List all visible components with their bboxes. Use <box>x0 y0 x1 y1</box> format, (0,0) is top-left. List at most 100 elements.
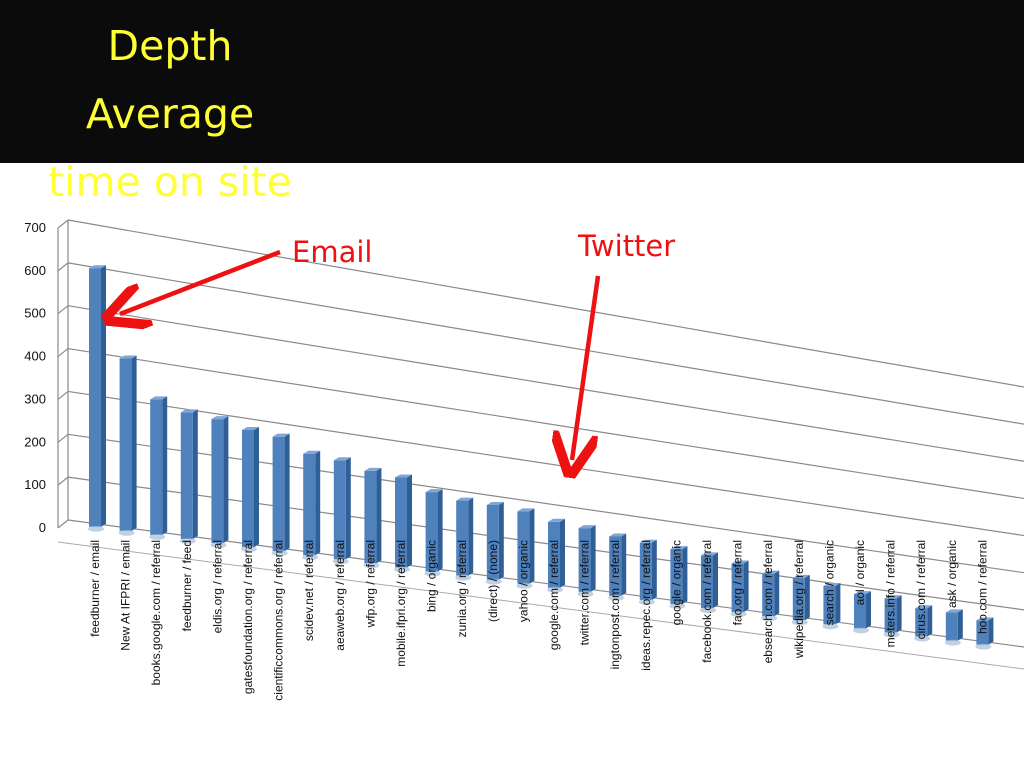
x-tick-label: scidev.net / referral <box>302 540 316 641</box>
gridline-side <box>57 519 69 529</box>
bar <box>854 594 866 629</box>
y-tick-label: 700 <box>24 220 46 235</box>
bar-side <box>896 595 902 633</box>
bar-side <box>957 609 963 641</box>
bar-base <box>883 631 900 638</box>
gridline-side <box>57 348 69 358</box>
bar <box>395 477 407 568</box>
bar-side <box>804 574 810 621</box>
bar-side <box>101 265 106 527</box>
x-tick-label: bing / organic <box>425 540 439 612</box>
gridline-side <box>57 433 69 443</box>
x-tick-label: aol / organic <box>853 540 867 605</box>
bar-side <box>927 605 933 637</box>
slide-title: Depth Average time on site <box>0 12 340 216</box>
bar-side <box>192 409 198 539</box>
bar-top <box>945 609 963 613</box>
gridline <box>67 390 1024 537</box>
bar-base <box>547 586 563 593</box>
bar-base <box>791 619 808 626</box>
gridline <box>67 262 1024 425</box>
bar-side <box>713 552 718 609</box>
bar-side <box>651 539 657 600</box>
x-tick-label: New At IFPRI / email <box>119 540 133 651</box>
twitter-arrow <box>572 275 601 460</box>
bar-base <box>638 598 655 605</box>
title-line-time-on-site: time on site <box>48 158 292 206</box>
x-tick-label: yahoo / organic <box>516 540 530 622</box>
email-arrow <box>120 249 281 314</box>
bar-base <box>424 570 441 577</box>
x-tick-label: cientificcommons.org / referral <box>272 540 286 701</box>
y-tick-label: 500 <box>24 306 46 321</box>
bar-base <box>241 546 257 553</box>
x-tick-label: ingtonpost.com / referral <box>608 540 622 669</box>
category-labels: feedburner / email New At IFPRI / email bo… <box>88 540 989 701</box>
bar-top <box>670 546 688 550</box>
bar-base <box>516 582 533 589</box>
bar-side <box>376 467 382 564</box>
bar-side <box>162 396 168 535</box>
bar-base <box>669 603 686 610</box>
annotations: Email Twitter <box>120 229 675 460</box>
bar <box>242 430 254 548</box>
bar-top <box>854 591 871 595</box>
x-tick-label: wfp.org / referral <box>363 540 377 628</box>
bar <box>364 470 377 564</box>
bar-base <box>761 615 778 622</box>
bar-base <box>853 627 869 634</box>
bar <box>945 612 958 641</box>
bar-top <box>915 605 933 609</box>
bar <box>548 521 560 588</box>
title-line-depth: Depth <box>107 22 233 70</box>
bar-side <box>560 518 565 588</box>
bar-side <box>345 457 351 560</box>
bar-top <box>762 570 780 574</box>
bar <box>180 412 193 539</box>
bar-base <box>914 635 931 642</box>
bar-side <box>468 497 474 576</box>
bar-side <box>866 591 871 629</box>
x-tick-label: ebsearch.com / referral <box>761 540 775 663</box>
bar-side <box>254 427 259 548</box>
bar-side <box>682 546 688 605</box>
bar <box>884 598 897 633</box>
x-tick-label: search / organic <box>822 540 836 625</box>
bar-top <box>303 450 321 454</box>
x-tick-label: twitter.com / referral <box>578 540 592 645</box>
bar <box>303 453 316 556</box>
x-tick-label: cirus.com / referral <box>914 540 928 639</box>
bar <box>272 436 285 552</box>
bar <box>639 542 652 600</box>
chart-gridlines <box>57 219 1024 670</box>
bar-base <box>608 594 625 601</box>
bar-top <box>976 617 994 621</box>
bar-top <box>150 396 168 400</box>
x-tick-label: mobile.ifpri.org / referral <box>394 540 408 667</box>
bar <box>915 608 928 637</box>
bar-top <box>884 595 902 599</box>
bar <box>517 511 530 584</box>
bar-base <box>210 542 227 549</box>
x-tick-label: google.com / referral <box>547 540 561 650</box>
bar-side <box>315 450 321 556</box>
x-tick-label: (direct) / (none) <box>486 540 500 622</box>
bar-base <box>730 611 747 618</box>
bar-base <box>88 525 104 532</box>
bar-base <box>394 566 410 573</box>
bar-side <box>774 570 780 617</box>
bar-side <box>621 533 627 596</box>
bar-side <box>284 433 290 552</box>
bar-side <box>835 583 841 625</box>
bar-side <box>743 560 749 613</box>
bar-top <box>242 427 259 431</box>
bar-side <box>407 474 412 568</box>
x-tick-label: facebook.com / referral <box>700 540 714 663</box>
bar <box>486 504 499 580</box>
gridline-side <box>57 390 69 400</box>
bar <box>425 492 438 572</box>
bar <box>211 419 224 544</box>
bar <box>333 460 346 560</box>
chart-bars <box>88 265 994 650</box>
